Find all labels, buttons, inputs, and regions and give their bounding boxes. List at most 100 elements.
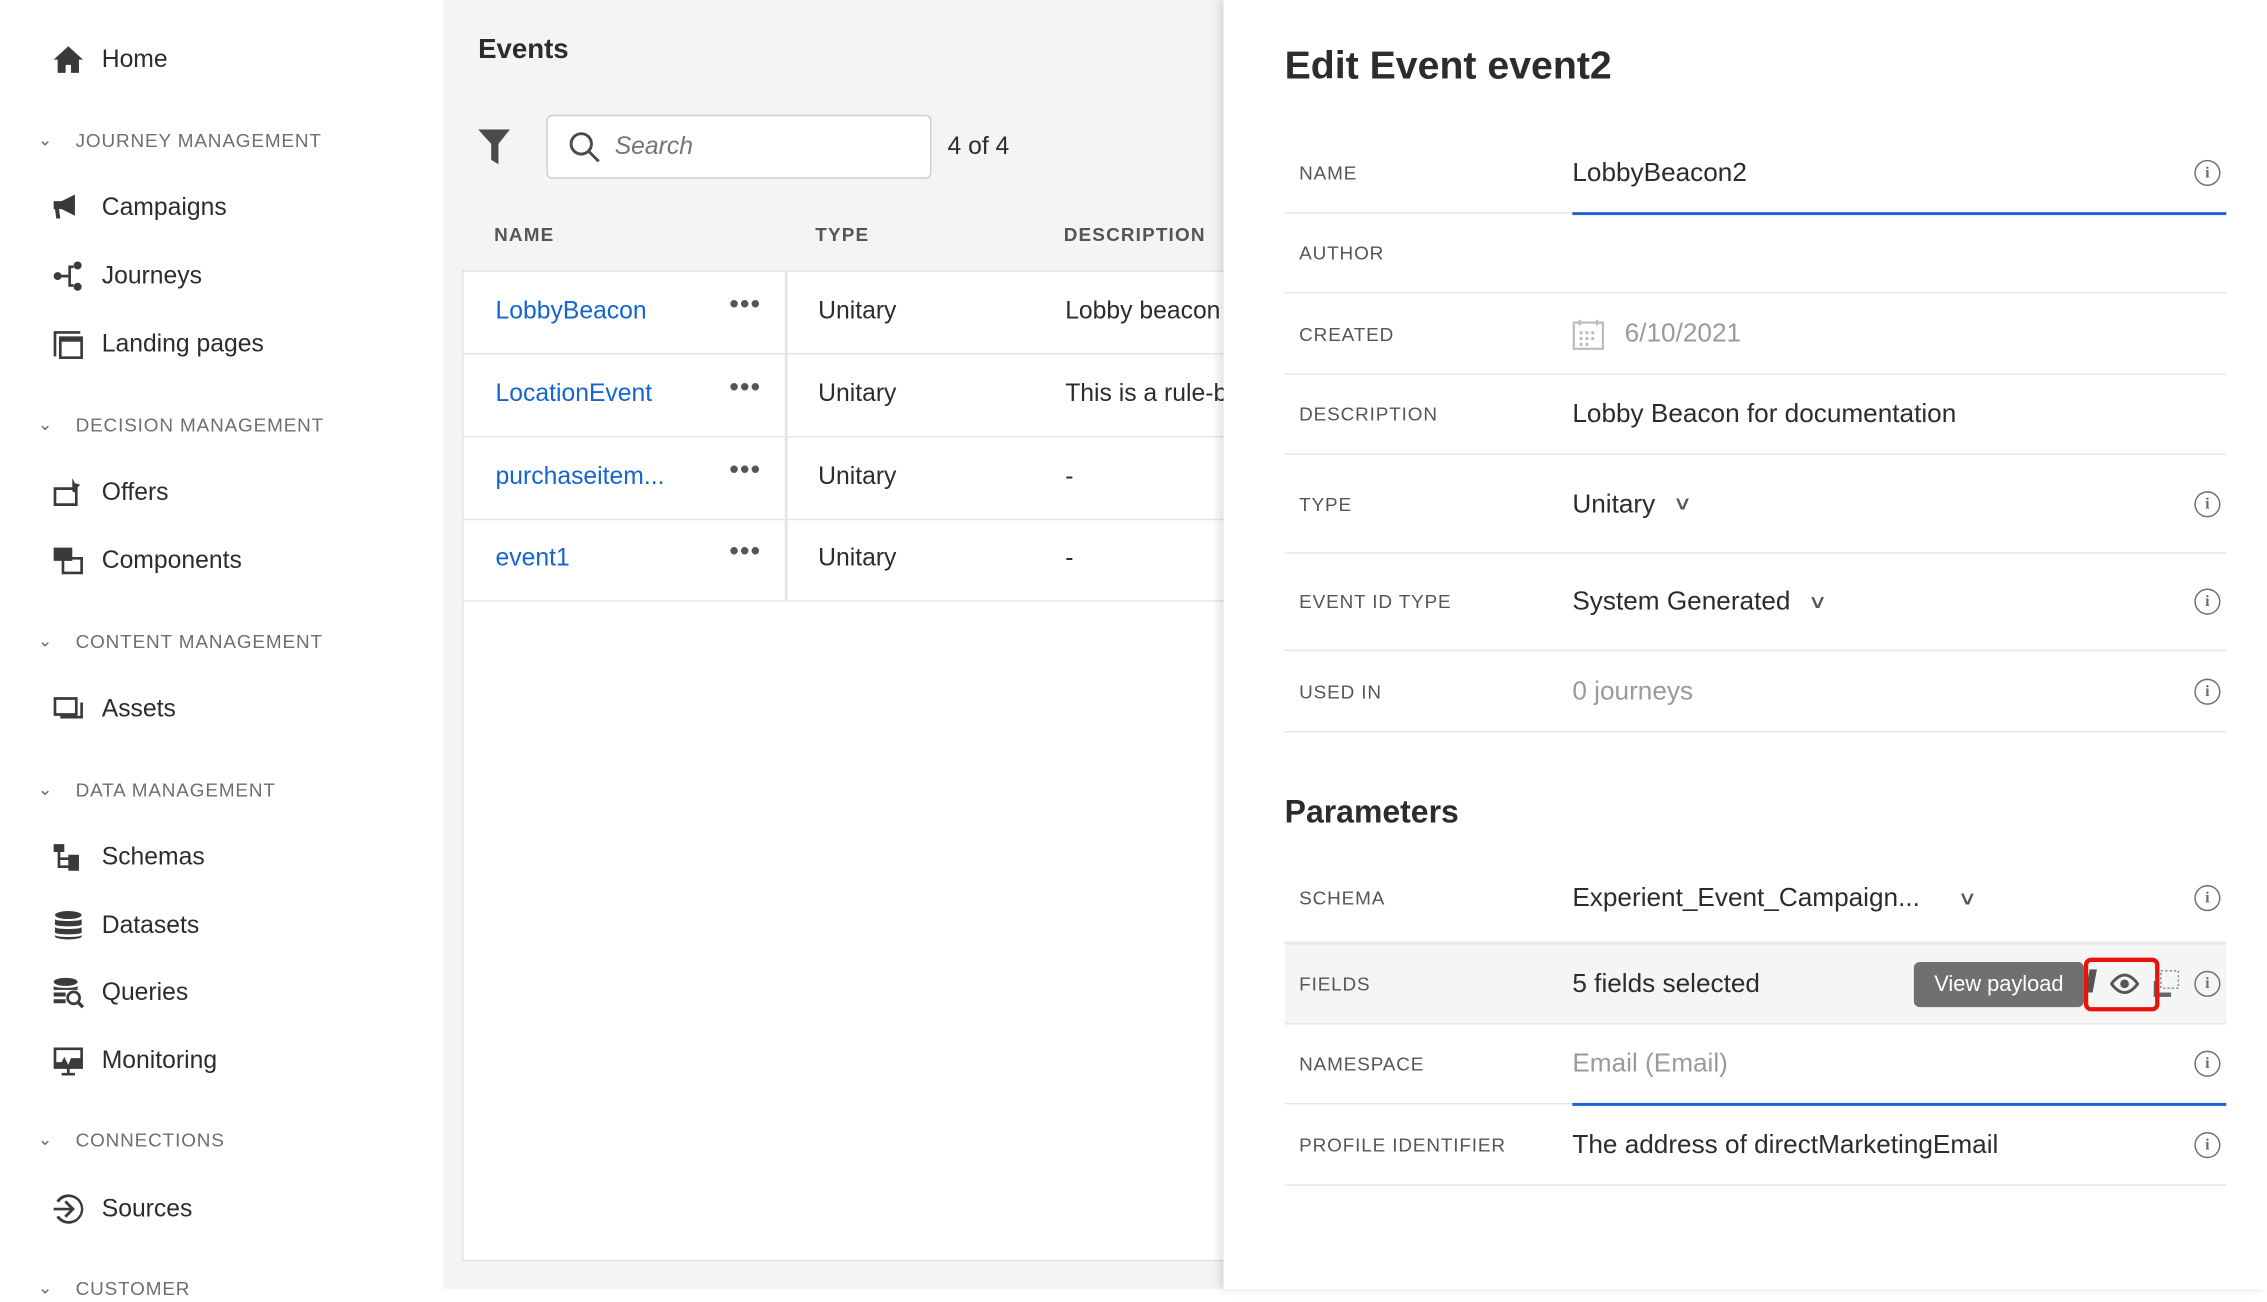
page-title: Events bbox=[478, 34, 569, 66]
calendar-icon bbox=[1572, 318, 1604, 350]
event-name-link[interactable]: purchaseitem... bbox=[495, 462, 665, 490]
event-name-link[interactable]: event1 bbox=[495, 543, 570, 572]
info-icon[interactable]: i bbox=[2194, 677, 2221, 705]
event-id-type-dropdown[interactable]: System Generated ∨ bbox=[1572, 586, 1828, 617]
chevron-down-icon: ⌄ bbox=[37, 129, 54, 150]
view-payload-tooltip: View payload bbox=[1913, 962, 2084, 1008]
info-icon[interactable]: i bbox=[2194, 490, 2221, 517]
schema-dropdown[interactable]: Experient_Event_Campaign... ∨ bbox=[1572, 882, 1977, 914]
field-label: CREATED bbox=[1299, 322, 1395, 345]
field-label: NAME bbox=[1299, 162, 1358, 184]
field-name: NAME LobbyBeacon2 i bbox=[1284, 134, 2227, 215]
type-dropdown[interactable]: Unitary ∨ bbox=[1572, 488, 1693, 519]
sidebar-item-label: Components bbox=[101, 546, 242, 575]
edit-pencil-icon[interactable] bbox=[2085, 969, 2100, 993]
components-icon bbox=[53, 547, 83, 575]
namespace-input[interactable]: Email (Email) bbox=[1572, 1048, 1728, 1078]
field-label: PROFILE IDENTIFIER bbox=[1299, 1133, 1506, 1156]
sidebar-item-offers[interactable]: Offers bbox=[52, 471, 169, 515]
queries-icon bbox=[53, 977, 85, 1009]
info-icon[interactable]: i bbox=[2194, 1050, 2221, 1077]
column-header-description[interactable]: DESCRIPTION bbox=[1063, 223, 1206, 246]
section-customer[interactable]: ⌄ CUSTOMER bbox=[38, 1273, 191, 1302]
event-name-link[interactable]: LobbyBeacon bbox=[495, 296, 647, 325]
field-type: TYPE Unitary ∨ i bbox=[1284, 455, 2227, 554]
sidebar-item-monitoring[interactable]: Monitoring bbox=[52, 1039, 217, 1083]
field-fields: FIELDS 5 fields selected View payload i bbox=[1284, 943, 2227, 1025]
field-description: DESCRIPTION Lobby Beacon for documentati… bbox=[1284, 375, 2227, 455]
more-actions-icon[interactable]: ••• bbox=[729, 289, 762, 319]
parameters-heading: Parameters bbox=[1284, 793, 1459, 830]
table-row[interactable]: purchaseitem... ••• Unitary - bbox=[463, 437, 1234, 521]
info-icon[interactable]: i bbox=[2194, 970, 2221, 997]
column-header-name[interactable]: NAME bbox=[494, 223, 555, 246]
more-actions-icon[interactable]: ••• bbox=[729, 372, 762, 402]
sidebar-item-home[interactable]: Home bbox=[52, 38, 168, 82]
sidebar-item-label: Journeys bbox=[101, 261, 202, 290]
event-type: Unitary bbox=[818, 462, 897, 490]
sidebar-item-campaigns[interactable]: Campaigns bbox=[52, 186, 227, 230]
description-input[interactable]: Lobby Beacon for documentation bbox=[1572, 398, 1957, 428]
event-id-type-selected: System Generated bbox=[1572, 586, 1791, 616]
event-description: - bbox=[1065, 543, 1074, 572]
chevron-down-icon: ∨ bbox=[1808, 589, 1828, 612]
chevron-down-icon: ⌄ bbox=[37, 778, 54, 800]
event-type: Unitary bbox=[818, 543, 897, 572]
sidebar-item-queries[interactable]: Queries bbox=[52, 971, 188, 1015]
chevron-down-icon: ∨ bbox=[1672, 491, 1693, 514]
section-decision-management[interactable]: ⌄ DECISION MANAGEMENT bbox=[38, 410, 324, 439]
sidebar-item-label: Landing pages bbox=[101, 329, 264, 358]
search-input[interactable] bbox=[614, 132, 906, 162]
fields-value: 5 fields selected bbox=[1572, 968, 1760, 998]
event-description: This is a rule-b bbox=[1065, 379, 1228, 407]
sidebar-item-datasets[interactable]: Datasets bbox=[52, 904, 199, 948]
field-author: AUTHOR bbox=[1284, 214, 2227, 294]
sidebar-item-components[interactable]: Components bbox=[52, 539, 242, 583]
sidebar-item-schemas[interactable]: Schemas bbox=[52, 836, 205, 880]
sidebar-item-assets[interactable]: Assets bbox=[52, 687, 176, 731]
schema-selected: Experient_Event_Campaign... bbox=[1572, 882, 1920, 912]
sidebar-item-landing-pages[interactable]: Landing pages bbox=[52, 323, 264, 367]
more-actions-icon[interactable]: ••• bbox=[729, 454, 762, 484]
panel-title: Edit Event event2 bbox=[1284, 43, 1612, 88]
type-selected: Unitary bbox=[1572, 488, 1656, 518]
section-label: CONTENT MANAGEMENT bbox=[75, 629, 323, 652]
sidebar-item-journeys[interactable]: Journeys bbox=[52, 254, 202, 298]
info-icon[interactable]: i bbox=[2194, 884, 2221, 912]
profile-identifier-value[interactable]: The address of directMarketingEmail bbox=[1572, 1129, 1999, 1159]
column-header-type[interactable]: TYPE bbox=[815, 223, 870, 246]
info-icon[interactable]: i bbox=[2194, 1131, 2221, 1158]
monitoring-icon bbox=[53, 1047, 83, 1076]
event-name-link[interactable]: LocationEvent bbox=[495, 379, 653, 407]
sidebar-item-sources[interactable]: Sources bbox=[52, 1187, 192, 1231]
field-namespace: NAMESPACE Email (Email) i bbox=[1284, 1025, 2227, 1106]
field-created: CREATED 6/10/2021 bbox=[1284, 294, 2227, 375]
info-icon[interactable]: i bbox=[2194, 159, 2221, 187]
more-actions-icon[interactable]: ••• bbox=[729, 536, 762, 566]
created-value: 6/10/2021 bbox=[1572, 318, 1741, 350]
section-journey-management[interactable]: ⌄ JOURNEY MANAGEMENT bbox=[38, 125, 322, 154]
search-field[interactable] bbox=[546, 114, 932, 179]
field-used-in: USED IN 0 journeys i bbox=[1284, 651, 2227, 733]
table-row[interactable]: LocationEvent ••• Unitary This is a rule… bbox=[463, 354, 1234, 438]
section-connections[interactable]: ⌄ CONNECTIONS bbox=[38, 1125, 225, 1154]
table-row[interactable]: LobbyBeacon ••• Unitary Lobby beacon bbox=[463, 271, 1234, 355]
eye-icon[interactable] bbox=[2110, 972, 2140, 995]
field-label: FIELDS bbox=[1299, 972, 1371, 995]
event-type: Unitary bbox=[818, 379, 897, 407]
datasets-icon bbox=[54, 911, 82, 940]
table-row[interactable]: event1 ••• Unitary - bbox=[463, 518, 1234, 602]
search-icon bbox=[569, 132, 600, 163]
events-panel: Events 4 of 4 NAME TYPE DESCRIPTION Lobb… bbox=[443, 0, 1234, 1289]
chevron-down-icon: ⌄ bbox=[37, 414, 54, 435]
name-input[interactable]: LobbyBeacon2 bbox=[1572, 157, 1747, 187]
section-label: JOURNEY MANAGEMENT bbox=[75, 128, 322, 151]
filter-icon[interactable] bbox=[478, 129, 511, 165]
section-data-management[interactable]: ⌄ DATA MANAGEMENT bbox=[38, 775, 276, 804]
sidebar-item-label: Sources bbox=[101, 1194, 193, 1223]
journeys-icon bbox=[53, 261, 82, 291]
info-icon[interactable]: i bbox=[2194, 588, 2221, 615]
section-content-management[interactable]: ⌄ CONTENT MANAGEMENT bbox=[38, 626, 323, 655]
sidebar-item-label: Assets bbox=[101, 694, 176, 723]
edit-event-panel: Edit Event event2 NAME LobbyBeacon2 i AU… bbox=[1223, 0, 2267, 1289]
